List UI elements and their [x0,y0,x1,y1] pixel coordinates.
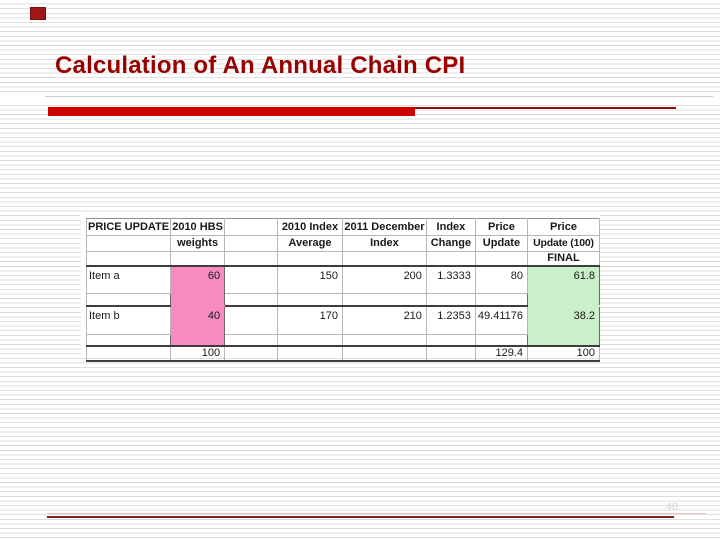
cpi-table-image: PRICE UPDATE 2010 HBS 2010 Index 2011 De… [81,212,601,362]
col-header-empty [425,251,476,267]
cell-empty [85,345,172,362]
col-header-empty [224,251,278,267]
cell-index-change-a: 1.3333 [425,265,476,294]
red-accent-bar [48,107,415,116]
cpi-table: PRICE UPDATE 2010 HBS 2010 Index 2011 De… [85,218,601,362]
slide-title: Calculation of An Annual Chain CPI [55,52,466,79]
col-header-empty [276,251,343,267]
col-header-empty [474,251,528,267]
cell-weight-b: 40 [170,305,226,347]
col-header-2011-december: 2011 December [341,218,427,236]
cell-empty [341,345,427,362]
cell-empty [224,305,278,335]
col-header-final: FINAL [526,251,601,267]
footer-light-line [47,513,706,514]
thin-gray-rule [45,96,713,97]
cell-empty [276,334,343,347]
cell-final-a: 61.8 [526,265,601,307]
col-header-index-2: Index [341,235,427,252]
cell-empty [224,334,278,347]
cell-price-update-total: 129.4 [474,345,528,362]
cell-2011-dec-a: 200 [341,265,427,294]
col-header-price: Price [474,218,528,236]
col-header-empty [85,235,172,252]
cell-empty [341,334,427,347]
cell-empty [224,345,278,362]
table-row-item-b: Item b 40 170 210 1.2353 49.41176 38.2 [85,305,601,347]
footer-dark-line [47,516,674,518]
col-header-price-2: Price [526,218,601,236]
cell-empty [425,293,476,307]
cell-empty [474,293,528,307]
table-row-item-a: Item a 60 150 200 1.3333 80 61.8 [85,265,601,307]
col-header-empty [224,235,278,252]
table-header-row-2: weights Average Index Change Update Upda… [85,235,601,252]
red-accent-line [415,107,676,109]
cell-empty [85,293,172,307]
col-header-weights: weights [170,235,226,252]
col-header-empty [170,251,226,267]
table-totals-row: 100 129.4 100 [85,345,601,362]
slide-number: 48 [665,501,678,513]
cell-empty [276,345,343,362]
row-label: Item b [85,305,172,335]
table-header-row-3: FINAL [85,251,601,267]
cell-price-update-b: 49.41176 [474,305,528,335]
col-header-2010-hbs: 2010 HBS [170,218,226,236]
cell-weight-a: 60 [170,265,226,307]
col-header-update-100: Update (100) [526,235,601,252]
table-spacer-row [85,293,600,307]
cell-empty [425,345,476,362]
cell-price-update-a: 80 [474,265,528,294]
col-header-change: Change [425,235,476,252]
cell-2011-dec-b: 210 [341,305,427,335]
cell-empty [224,265,278,294]
col-header-average: Average [276,235,343,252]
table-spacer-row [85,334,600,347]
cell-2010-avg-a: 150 [276,265,343,294]
red-accent-square [30,7,46,20]
col-header-update: Update [474,235,528,252]
row-label: Item a [85,265,172,294]
cell-empty [276,293,343,307]
table-header-row-1: PRICE UPDATE 2010 HBS 2010 Index 2011 De… [85,218,601,236]
cell-2010-avg-b: 170 [276,305,343,335]
col-header-index: Index [425,218,476,236]
cell-final-b: 38.2 [526,305,601,347]
col-header-empty [224,218,278,236]
cell-empty [85,334,172,347]
col-header-empty [85,251,172,267]
col-header-price-update: PRICE UPDATE [85,218,172,236]
col-header-empty [341,251,427,267]
divider-white-band [0,93,720,101]
cell-empty [341,293,427,307]
cell-empty [474,334,528,347]
cell-weight-total: 100 [170,345,226,362]
cell-final-total: 100 [526,345,601,362]
cell-empty [224,293,278,307]
col-header-2010-index: 2010 Index [276,218,343,236]
cell-index-change-b: 1.2353 [425,305,476,335]
cell-empty [425,334,476,347]
